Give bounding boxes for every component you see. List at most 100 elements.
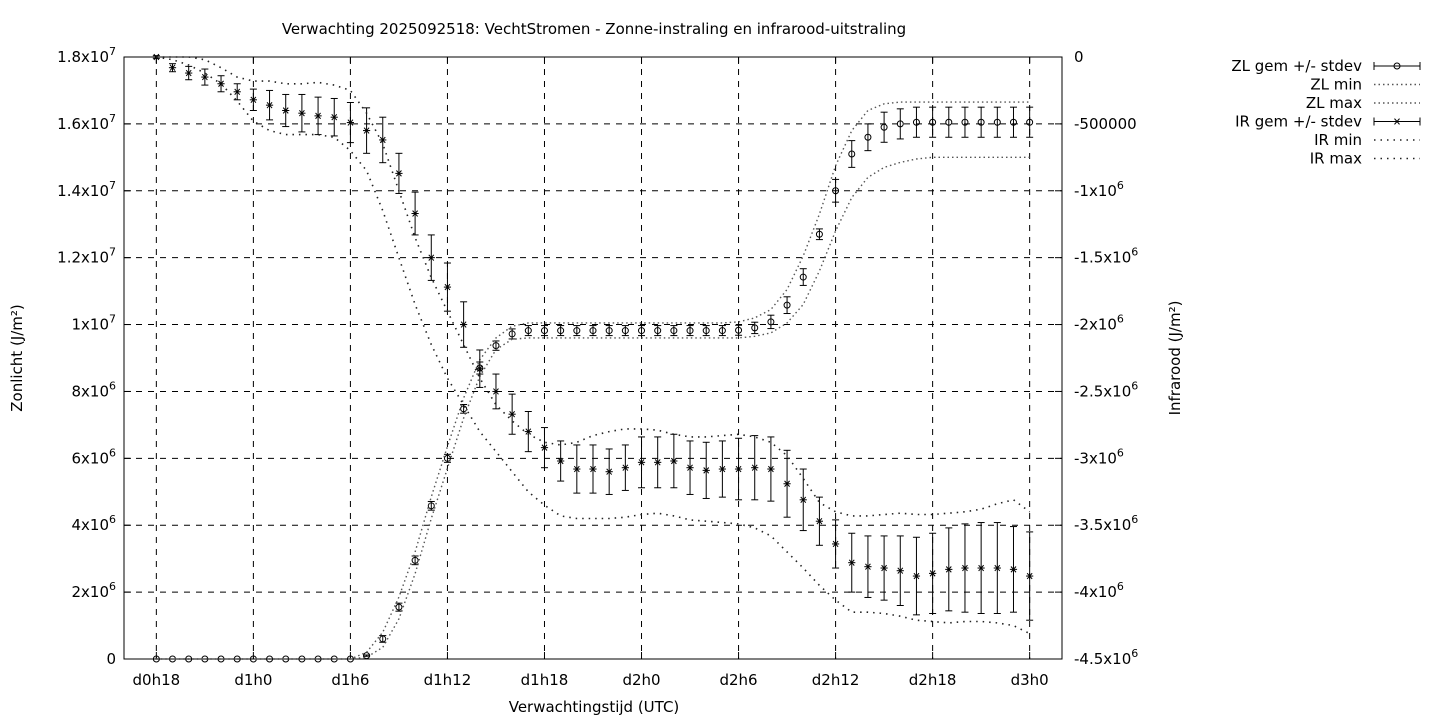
data-point bbox=[767, 314, 775, 330]
y-tick-label: 1.6x107 bbox=[57, 112, 116, 133]
data-point bbox=[654, 325, 662, 337]
star-stroke bbox=[590, 465, 596, 473]
y2-tick-label: -4x106 bbox=[1074, 580, 1124, 601]
star-stroke bbox=[800, 496, 807, 504]
data-point bbox=[848, 140, 856, 168]
data-point bbox=[540, 427, 549, 469]
star-stroke bbox=[428, 254, 435, 261]
data-point bbox=[249, 88, 257, 112]
data-point bbox=[686, 325, 694, 337]
data-marker bbox=[217, 80, 225, 87]
data-marker bbox=[330, 113, 338, 121]
data-marker bbox=[363, 652, 371, 660]
data-marker bbox=[751, 464, 759, 471]
data-point bbox=[670, 433, 678, 489]
data-point bbox=[637, 436, 646, 489]
data-marker bbox=[831, 540, 840, 548]
star-stroke bbox=[994, 564, 1001, 572]
star-stroke bbox=[670, 457, 677, 465]
data-point bbox=[815, 496, 824, 546]
plot-frame bbox=[123, 56, 1063, 660]
x-tick-label: d2h12 bbox=[812, 671, 860, 689]
data-marker bbox=[540, 444, 549, 451]
data-marker bbox=[249, 96, 257, 104]
data-point bbox=[831, 519, 840, 569]
star-stroke bbox=[266, 101, 273, 109]
data-marker bbox=[654, 327, 662, 335]
data-marker bbox=[589, 465, 597, 473]
data-point bbox=[815, 228, 823, 241]
data-marker bbox=[265, 101, 274, 109]
data-point bbox=[993, 106, 1001, 138]
data-marker bbox=[929, 570, 937, 577]
data-point bbox=[266, 655, 274, 663]
data-marker bbox=[718, 327, 726, 335]
data-point bbox=[977, 106, 985, 138]
data-marker bbox=[961, 118, 969, 126]
data-point bbox=[961, 106, 969, 138]
data-point bbox=[686, 440, 694, 495]
data-marker bbox=[799, 496, 807, 504]
data-point bbox=[1026, 106, 1034, 138]
data-marker bbox=[783, 301, 791, 309]
data-point bbox=[1026, 531, 1034, 621]
data-point bbox=[492, 373, 500, 410]
y-tick-label: 8x106 bbox=[71, 379, 116, 400]
data-marker bbox=[912, 572, 921, 580]
data-marker bbox=[848, 150, 856, 158]
data-marker bbox=[395, 603, 403, 611]
y2-tick-label: -3x106 bbox=[1074, 446, 1124, 467]
data-point bbox=[346, 655, 354, 663]
star-stroke bbox=[962, 564, 968, 572]
data-marker bbox=[1009, 566, 1018, 573]
data-point bbox=[411, 191, 419, 236]
data-point bbox=[152, 655, 160, 663]
data-marker bbox=[848, 559, 856, 566]
x-tick-label: d1h18 bbox=[521, 671, 569, 689]
star-stroke bbox=[768, 465, 774, 473]
star-stroke bbox=[557, 457, 564, 465]
data-point bbox=[233, 83, 241, 101]
data-point bbox=[265, 89, 274, 121]
data-marker bbox=[395, 170, 403, 177]
data-marker bbox=[508, 410, 516, 418]
legend-item: IR max bbox=[1310, 150, 1420, 168]
data-marker bbox=[896, 567, 904, 574]
star-stroke bbox=[751, 464, 758, 471]
data-point bbox=[799, 468, 807, 532]
star-stroke bbox=[363, 127, 370, 134]
data-point bbox=[185, 65, 193, 81]
data-marker bbox=[460, 321, 468, 328]
y2-tick-label: -2.5x106 bbox=[1074, 379, 1138, 400]
star-stroke bbox=[881, 564, 887, 572]
series-line bbox=[156, 156, 1030, 660]
legend-label: IR min bbox=[1314, 131, 1362, 149]
data-marker bbox=[411, 210, 419, 217]
data-point bbox=[573, 325, 581, 337]
star-stroke bbox=[331, 113, 338, 121]
legend-label: IR gem +/- stdev bbox=[1235, 113, 1362, 131]
data-point bbox=[443, 262, 452, 312]
data-marker bbox=[573, 465, 581, 473]
star-stroke bbox=[282, 107, 289, 114]
y2-tick-label: -1x106 bbox=[1074, 179, 1124, 200]
data-marker bbox=[718, 465, 726, 473]
x-tick-label: d2h6 bbox=[719, 671, 757, 689]
star-stroke bbox=[444, 283, 451, 291]
data-point bbox=[298, 93, 306, 133]
data-point bbox=[638, 325, 646, 337]
data-marker bbox=[1026, 572, 1034, 580]
data-marker bbox=[961, 564, 969, 572]
data-marker bbox=[896, 120, 904, 128]
data-marker bbox=[443, 454, 451, 462]
data-point bbox=[751, 435, 759, 501]
data-point bbox=[945, 527, 953, 612]
legend-label: IR max bbox=[1310, 150, 1362, 168]
data-marker bbox=[912, 118, 920, 126]
legend-item: ZL min bbox=[1310, 76, 1420, 94]
series-line bbox=[156, 101, 1030, 660]
star-stroke bbox=[929, 570, 936, 577]
series-2 bbox=[156, 101, 1030, 660]
data-point bbox=[605, 448, 613, 495]
data-point bbox=[540, 325, 548, 337]
